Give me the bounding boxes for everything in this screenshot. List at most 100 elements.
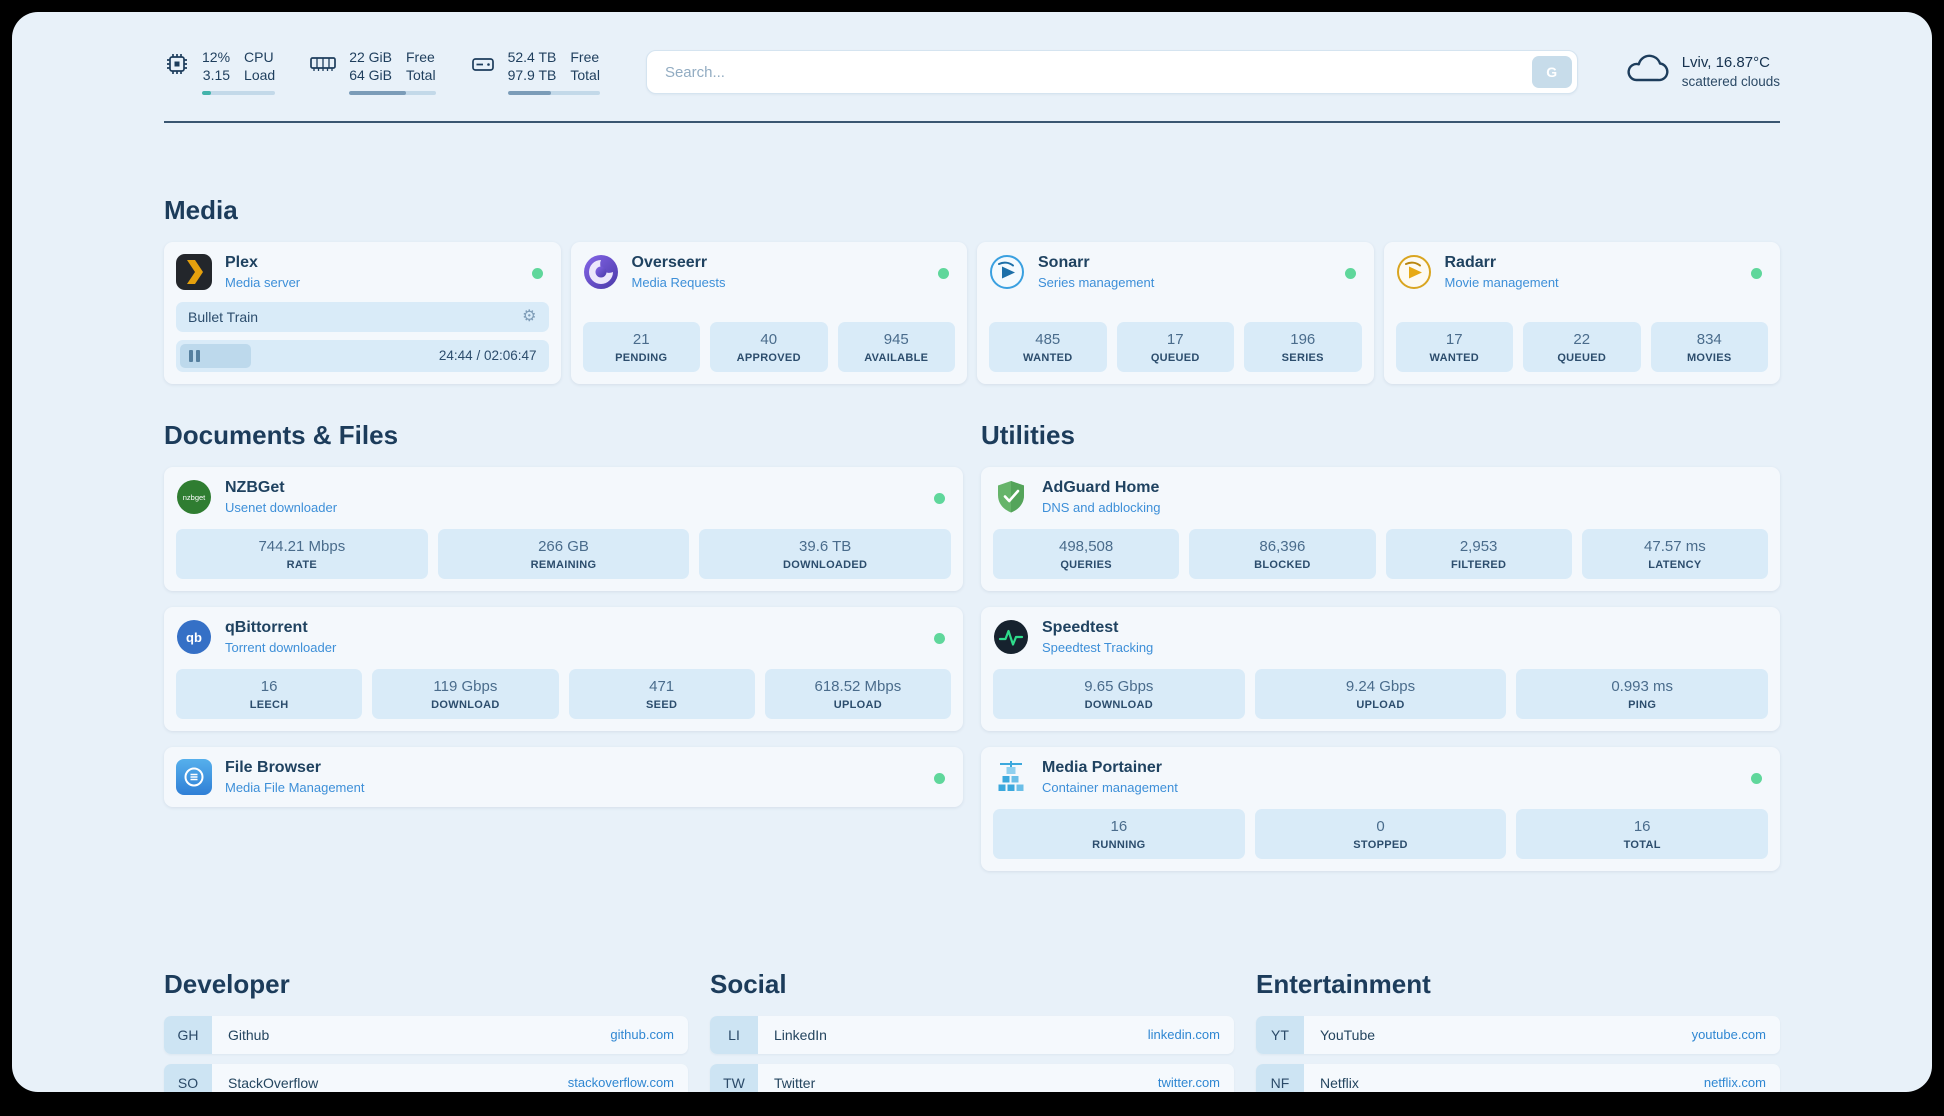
stats-row: 9.65 Gbps DOWNLOAD 9.24 Gbps UPLOAD 0.99…: [993, 655, 1769, 719]
pause-icon[interactable]: [189, 349, 200, 362]
search-input[interactable]: [662, 62, 1532, 82]
stat-wanted: 485 WANTED: [989, 321, 1107, 372]
card-header: qb qBittorrent Torrent downloader: [176, 619, 951, 655]
bookmark-youtube[interactable]: YT YouTube youtube.com: [1256, 1015, 1780, 1054]
stat-value: 22: [1573, 330, 1591, 348]
stat-label: REMAINING: [530, 558, 597, 571]
stat-value: 16: [1110, 817, 1128, 835]
resource-widgets: 12% CPU 3.15 Load: [164, 49, 600, 95]
svg-text:nzbget: nzbget: [183, 493, 206, 502]
service-card-speedtest[interactable]: Speedtest Speedtest Tracking 9.65 Gbps D…: [981, 606, 1780, 731]
bookmark-stackoverflow[interactable]: SO StackOverflow stackoverflow.com: [164, 1063, 688, 1092]
weather-location: Lviv, 16.87°C: [1681, 54, 1770, 71]
stat-blocked: 86,396 BLOCKED: [1189, 528, 1376, 579]
bookmark-abbr: TW: [710, 1063, 758, 1092]
cpu-progress-track: [202, 90, 276, 95]
stat-label: FILTERED: [1450, 558, 1507, 571]
status-dot: [1751, 772, 1762, 784]
stat-label: UPLOAD: [1356, 698, 1405, 711]
stat-download: 119 Gbps DOWNLOAD: [372, 668, 559, 719]
card-header: AdGuard Home DNS and adblocking: [993, 479, 1768, 515]
bookmark-abbr: GH: [164, 1015, 212, 1054]
memory-free-label: Free: [406, 49, 435, 65]
card-header: Plex Media server: [176, 253, 549, 290]
status-dot: [1344, 267, 1356, 279]
filebrowser-icon: [176, 758, 212, 795]
stat-label: SEED: [646, 698, 678, 711]
stats-row: 17 WANTED 22 QUEUED 834 MOVIES: [1395, 308, 1768, 372]
stat-value: 47.57 ms: [1644, 537, 1706, 555]
stats-row: 16 RUNNING 0 STOPPED 16 TOTAL: [993, 795, 1769, 859]
memory-progress-track: [349, 90, 436, 95]
stat-latency: 47.57 ms LATENCY: [1581, 528, 1768, 579]
search-provider-button[interactable]: G: [1531, 56, 1572, 88]
stat-label: WANTED: [1429, 351, 1479, 364]
stat-label: RUNNING: [1092, 838, 1146, 851]
service-card-radarr[interactable]: Radarr Movie management 17 WANTED 22 QUE…: [1383, 241, 1780, 384]
disk-progress-fill: [507, 90, 551, 95]
service-card-nzbget[interactable]: nzbget NZBGet Usenet downloader 744.21 M…: [164, 466, 963, 591]
search-bar[interactable]: G: [645, 50, 1578, 94]
bookmark-name: Twitter: [774, 1074, 816, 1091]
bookmark-name: Netflix: [1320, 1074, 1359, 1091]
stat-available: 945 AVAILABLE: [837, 321, 955, 372]
stat-label: QUEUED: [1557, 351, 1607, 364]
stat-filtered: 2,953 FILTERED: [1385, 528, 1572, 579]
group-title-social: Social: [710, 968, 787, 999]
service-subtitle: Media server: [225, 274, 301, 290]
stat-leech: 16 LEECH: [176, 668, 363, 719]
disk-total-label: Total: [570, 67, 600, 84]
memory-widget: 22 GiB Free 64 GiB Total: [309, 49, 436, 95]
service-subtitle: Speedtest Tracking: [1042, 639, 1154, 655]
disk-free-label: Free: [570, 49, 600, 65]
bookmark-linkedin[interactable]: LI LinkedIn linkedin.com: [710, 1015, 1234, 1054]
service-card-sonarr[interactable]: Sonarr Series management 485 WANTED 17 Q…: [977, 241, 1374, 384]
cpu-progress-fill: [202, 90, 211, 95]
bookmark-twitter[interactable]: TW Twitter twitter.com: [710, 1063, 1234, 1092]
bookmark-netflix[interactable]: NF Netflix netflix.com: [1256, 1063, 1780, 1092]
stat-label: UPLOAD: [833, 698, 882, 711]
stat-value: 39.6 TB: [799, 537, 852, 555]
service-card-filebrowser[interactable]: File Browser Media File Management: [164, 746, 963, 807]
stat-value: 266 GB: [538, 537, 589, 555]
section-utilities: Utilities AdGuard Home DNS and adblockin…: [981, 420, 1780, 887]
cpu-usage-label: CPU: [244, 49, 274, 65]
service-card-qbittorrent[interactable]: qb qBittorrent Torrent downloader 16 LEE…: [164, 606, 963, 731]
dashboard-window: 12% CPU 3.15 Load: [12, 12, 1932, 1092]
section-title-documents: Documents & Files: [164, 419, 399, 450]
player-progress-bar[interactable]: 24:44 / 02:06:47: [176, 339, 549, 372]
bookmark-url: twitter.com: [1157, 1075, 1220, 1091]
service-subtitle: Usenet downloader: [225, 499, 338, 515]
service-card-portainer[interactable]: Media Portainer Container management 16 …: [981, 746, 1780, 871]
stat-value: 618.52 Mbps: [814, 677, 902, 695]
stat-value: 16: [1633, 817, 1651, 835]
status-dot: [934, 492, 945, 504]
disk-icon: [470, 51, 496, 95]
service-subtitle: Movie management: [1444, 274, 1559, 290]
service-card-adguard[interactable]: AdGuard Home DNS and adblocking 498,508 …: [981, 466, 1780, 591]
section-title-utilities: Utilities: [981, 419, 1075, 450]
disk-free-value: 52.4 TB: [507, 49, 557, 65]
card-header: Speedtest Speedtest Tracking: [993, 619, 1768, 655]
service-subtitle: Series management: [1038, 274, 1155, 290]
service-name: qBittorrent: [225, 618, 308, 636]
stat-rate: 744.21 Mbps RATE: [176, 528, 428, 579]
now-playing-row: Bullet Train ⚙: [176, 301, 549, 332]
bookmark-group-social: Social LI LinkedIn linkedin.com TW Twitt…: [710, 969, 1234, 1092]
card-header: Sonarr Series management: [989, 254, 1362, 290]
stat-label: RATE: [286, 558, 317, 571]
service-card-overseerr[interactable]: Overseerr Media Requests 21 PENDING 40 A…: [570, 241, 967, 384]
gear-icon[interactable]: ⚙: [522, 307, 537, 325]
section-documents: Documents & Files nzbget NZBGet Usenet d…: [164, 420, 963, 887]
cpu-widget: 12% CPU 3.15 Load: [164, 49, 276, 95]
section-title-media: Media: [164, 194, 238, 225]
service-card-plex[interactable]: Plex Media server Bullet Train ⚙ 24:44 /…: [164, 241, 561, 384]
card-header: nzbget NZBGet Usenet downloader: [176, 479, 951, 515]
qbittorrent-icon: qb: [176, 619, 212, 655]
stat-label: LEECH: [249, 698, 289, 711]
bookmark-github[interactable]: GH Github github.com: [164, 1015, 688, 1054]
bookmark-group-entertainment: Entertainment YT YouTube youtube.com NF …: [1256, 969, 1780, 1092]
bookmark-abbr: LI: [710, 1015, 758, 1054]
group-title-entertainment: Entertainment: [1256, 968, 1431, 999]
card-header: File Browser Media File Management: [176, 758, 951, 795]
